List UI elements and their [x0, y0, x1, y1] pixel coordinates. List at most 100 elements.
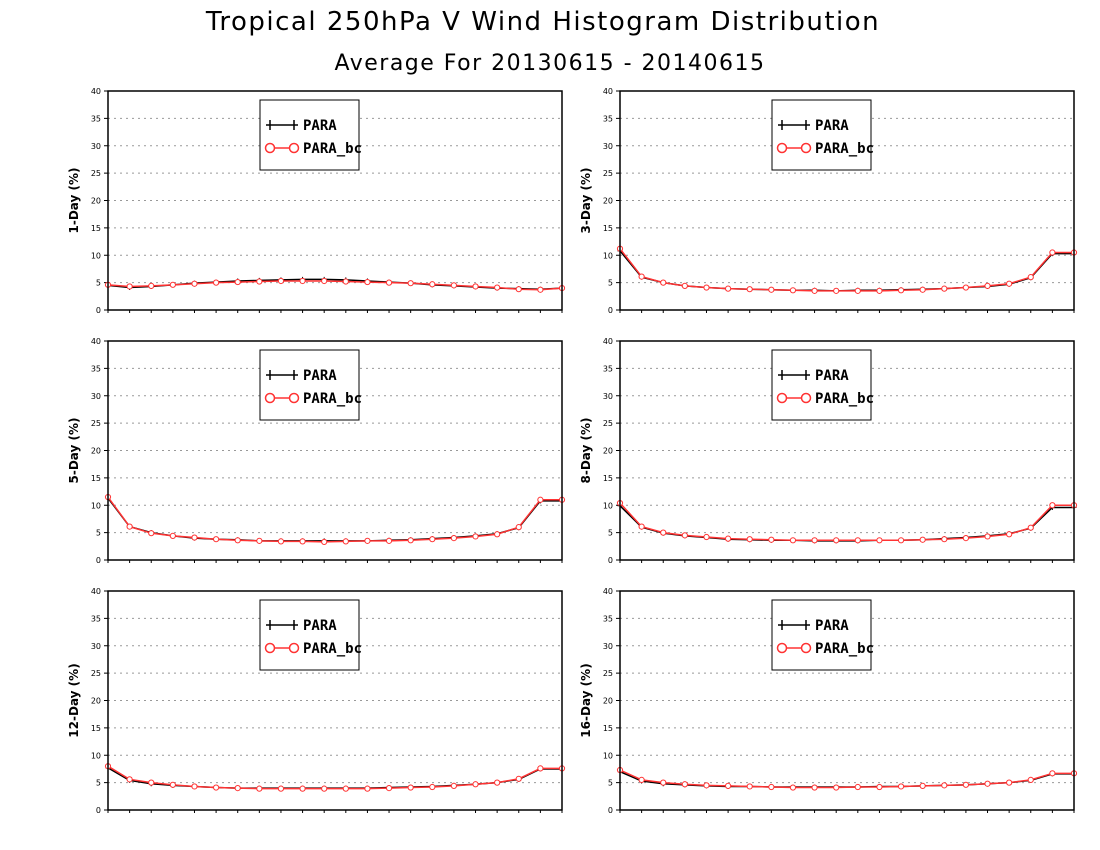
- legend-box: [771, 349, 872, 421]
- data-point-para-bc: [919, 782, 926, 790]
- data-point-para-bc: [724, 535, 732, 542]
- data-point-para-bc: [789, 537, 797, 544]
- y-tick-label: 0: [608, 806, 613, 815]
- data-point-para-bc: [472, 533, 479, 540]
- legend-label-para: PARA: [815, 368, 849, 384]
- legend-marker-para-bc: [776, 392, 788, 404]
- data-point-para-bc: [984, 780, 991, 787]
- y-tick-label: 15: [91, 474, 101, 483]
- data-point-para-bc: [854, 783, 861, 791]
- data-point-para-bc: [876, 287, 883, 294]
- data-point-para-bc: [1006, 779, 1013, 786]
- y-tick-label: 5: [608, 529, 613, 538]
- y-axis-label: 8-Day (%): [579, 417, 593, 483]
- y-tick-label: 0: [608, 556, 613, 565]
- data-point-para-bc: [1049, 249, 1056, 256]
- legend-marker-para: [269, 620, 295, 630]
- y-tick-label: 15: [91, 724, 101, 733]
- data-point-para-bc: [660, 779, 667, 786]
- y-tick-label: 10: [603, 751, 613, 760]
- chart-panel: 0 5 10 15 20 25 30 35 40 5-Day (%) PARA PARA_bc: [67, 337, 566, 565]
- legend-marker-para-bc: [288, 142, 300, 154]
- y-tick-label: 10: [91, 751, 101, 760]
- legend-box: [259, 349, 360, 421]
- legend-box: [259, 99, 360, 171]
- y-tick-label: 20: [91, 197, 101, 206]
- data-point-para-bc: [515, 775, 522, 782]
- data-point-para-bc: [537, 496, 544, 503]
- data-point-para-bc: [984, 282, 991, 290]
- data-point-para-bc: [833, 537, 840, 544]
- data-point-para-bc: [212, 536, 220, 543]
- data-point-para-bc: [191, 534, 198, 541]
- data-point-para-bc: [724, 782, 732, 790]
- y-tick-label: 0: [608, 306, 613, 315]
- data-point-para-bc: [234, 785, 241, 792]
- data-point-para-bc: [537, 286, 544, 293]
- data-point-para-bc: [919, 536, 926, 543]
- y-tick-label: 20: [603, 697, 613, 706]
- data-point-para-bc: [1027, 524, 1034, 531]
- data-point-para-bc: [833, 784, 840, 791]
- y-tick-label: 30: [91, 642, 101, 651]
- data-point-para-bc: [429, 783, 436, 791]
- data-point-para-bc: [681, 282, 688, 290]
- data-point-para-bc: [768, 536, 775, 543]
- data-point-para-bc: [897, 783, 905, 790]
- data-point-para-bc: [450, 282, 458, 289]
- y-tick-label: 15: [603, 224, 613, 233]
- data-point-para-bc: [256, 785, 263, 792]
- data-point-para-bc: [407, 537, 414, 544]
- legend-marker-para: [269, 370, 295, 380]
- y-tick-label: 10: [91, 251, 101, 260]
- data-point-para-bc: [1006, 531, 1013, 538]
- y-tick-label: 15: [603, 474, 613, 483]
- data-point-para-bc: [494, 779, 501, 786]
- y-tick-label: 35: [91, 364, 101, 373]
- data-point-para-bc: [494, 531, 501, 538]
- data-point-para-bc: [724, 285, 732, 292]
- y-axis-label: 1-Day (%): [67, 167, 81, 233]
- data-point-para-bc: [169, 781, 176, 788]
- plot-frame: [619, 340, 1075, 561]
- y-tick-label: 5: [96, 529, 101, 538]
- data-point-para-bc: [515, 286, 522, 293]
- plot-frame: [619, 90, 1075, 311]
- data-point-para-bc: [191, 280, 198, 287]
- data-point-para-bc: [962, 284, 970, 291]
- y-tick-label: 35: [91, 114, 101, 123]
- y-tick-label: 35: [603, 614, 613, 623]
- data-point-para-bc: [1049, 770, 1056, 777]
- y-axis-label: 3-Day (%): [579, 167, 593, 233]
- y-tick-label: 30: [603, 642, 613, 651]
- data-point-para-bc: [746, 783, 753, 790]
- data-point-para-bc: [407, 784, 414, 791]
- data-point-para-bc: [169, 532, 176, 540]
- chart-panel: 0 5 10 15 20 25 30 35 40 12-Day (%) PARA PARA_bc: [67, 587, 566, 815]
- y-axis-label: 16-Day (%): [579, 663, 593, 737]
- y-axis-label: 5-Day (%): [67, 417, 81, 483]
- data-point-para-bc: [811, 784, 818, 791]
- data-point-para-bc: [876, 783, 883, 791]
- data-point-para-bc: [638, 273, 645, 280]
- y-tick-label: 0: [96, 806, 101, 815]
- data-point-para-bc: [299, 785, 306, 792]
- data-point-para-bc: [299, 538, 306, 545]
- y-tick-label: 10: [91, 501, 101, 510]
- data-point-para-bc: [342, 785, 349, 792]
- data-point-para-bc: [148, 282, 155, 290]
- data-point-para-bc: [962, 535, 970, 542]
- data-point-para-bc: [789, 287, 797, 294]
- data-point-para-bc: [638, 776, 645, 783]
- y-tick-label: 5: [608, 779, 613, 788]
- y-tick-label: 30: [603, 142, 613, 151]
- series-line-para: [619, 250, 1074, 292]
- y-tick-label: 40: [91, 587, 101, 596]
- legend-label-para-bc: PARA_bc: [815, 391, 874, 407]
- legend-label-para: PARA: [303, 118, 337, 134]
- y-tick-label: 25: [603, 669, 613, 678]
- y-tick-label: 15: [91, 224, 101, 233]
- data-point-para-bc: [703, 533, 710, 541]
- data-point-para-bc: [277, 785, 285, 792]
